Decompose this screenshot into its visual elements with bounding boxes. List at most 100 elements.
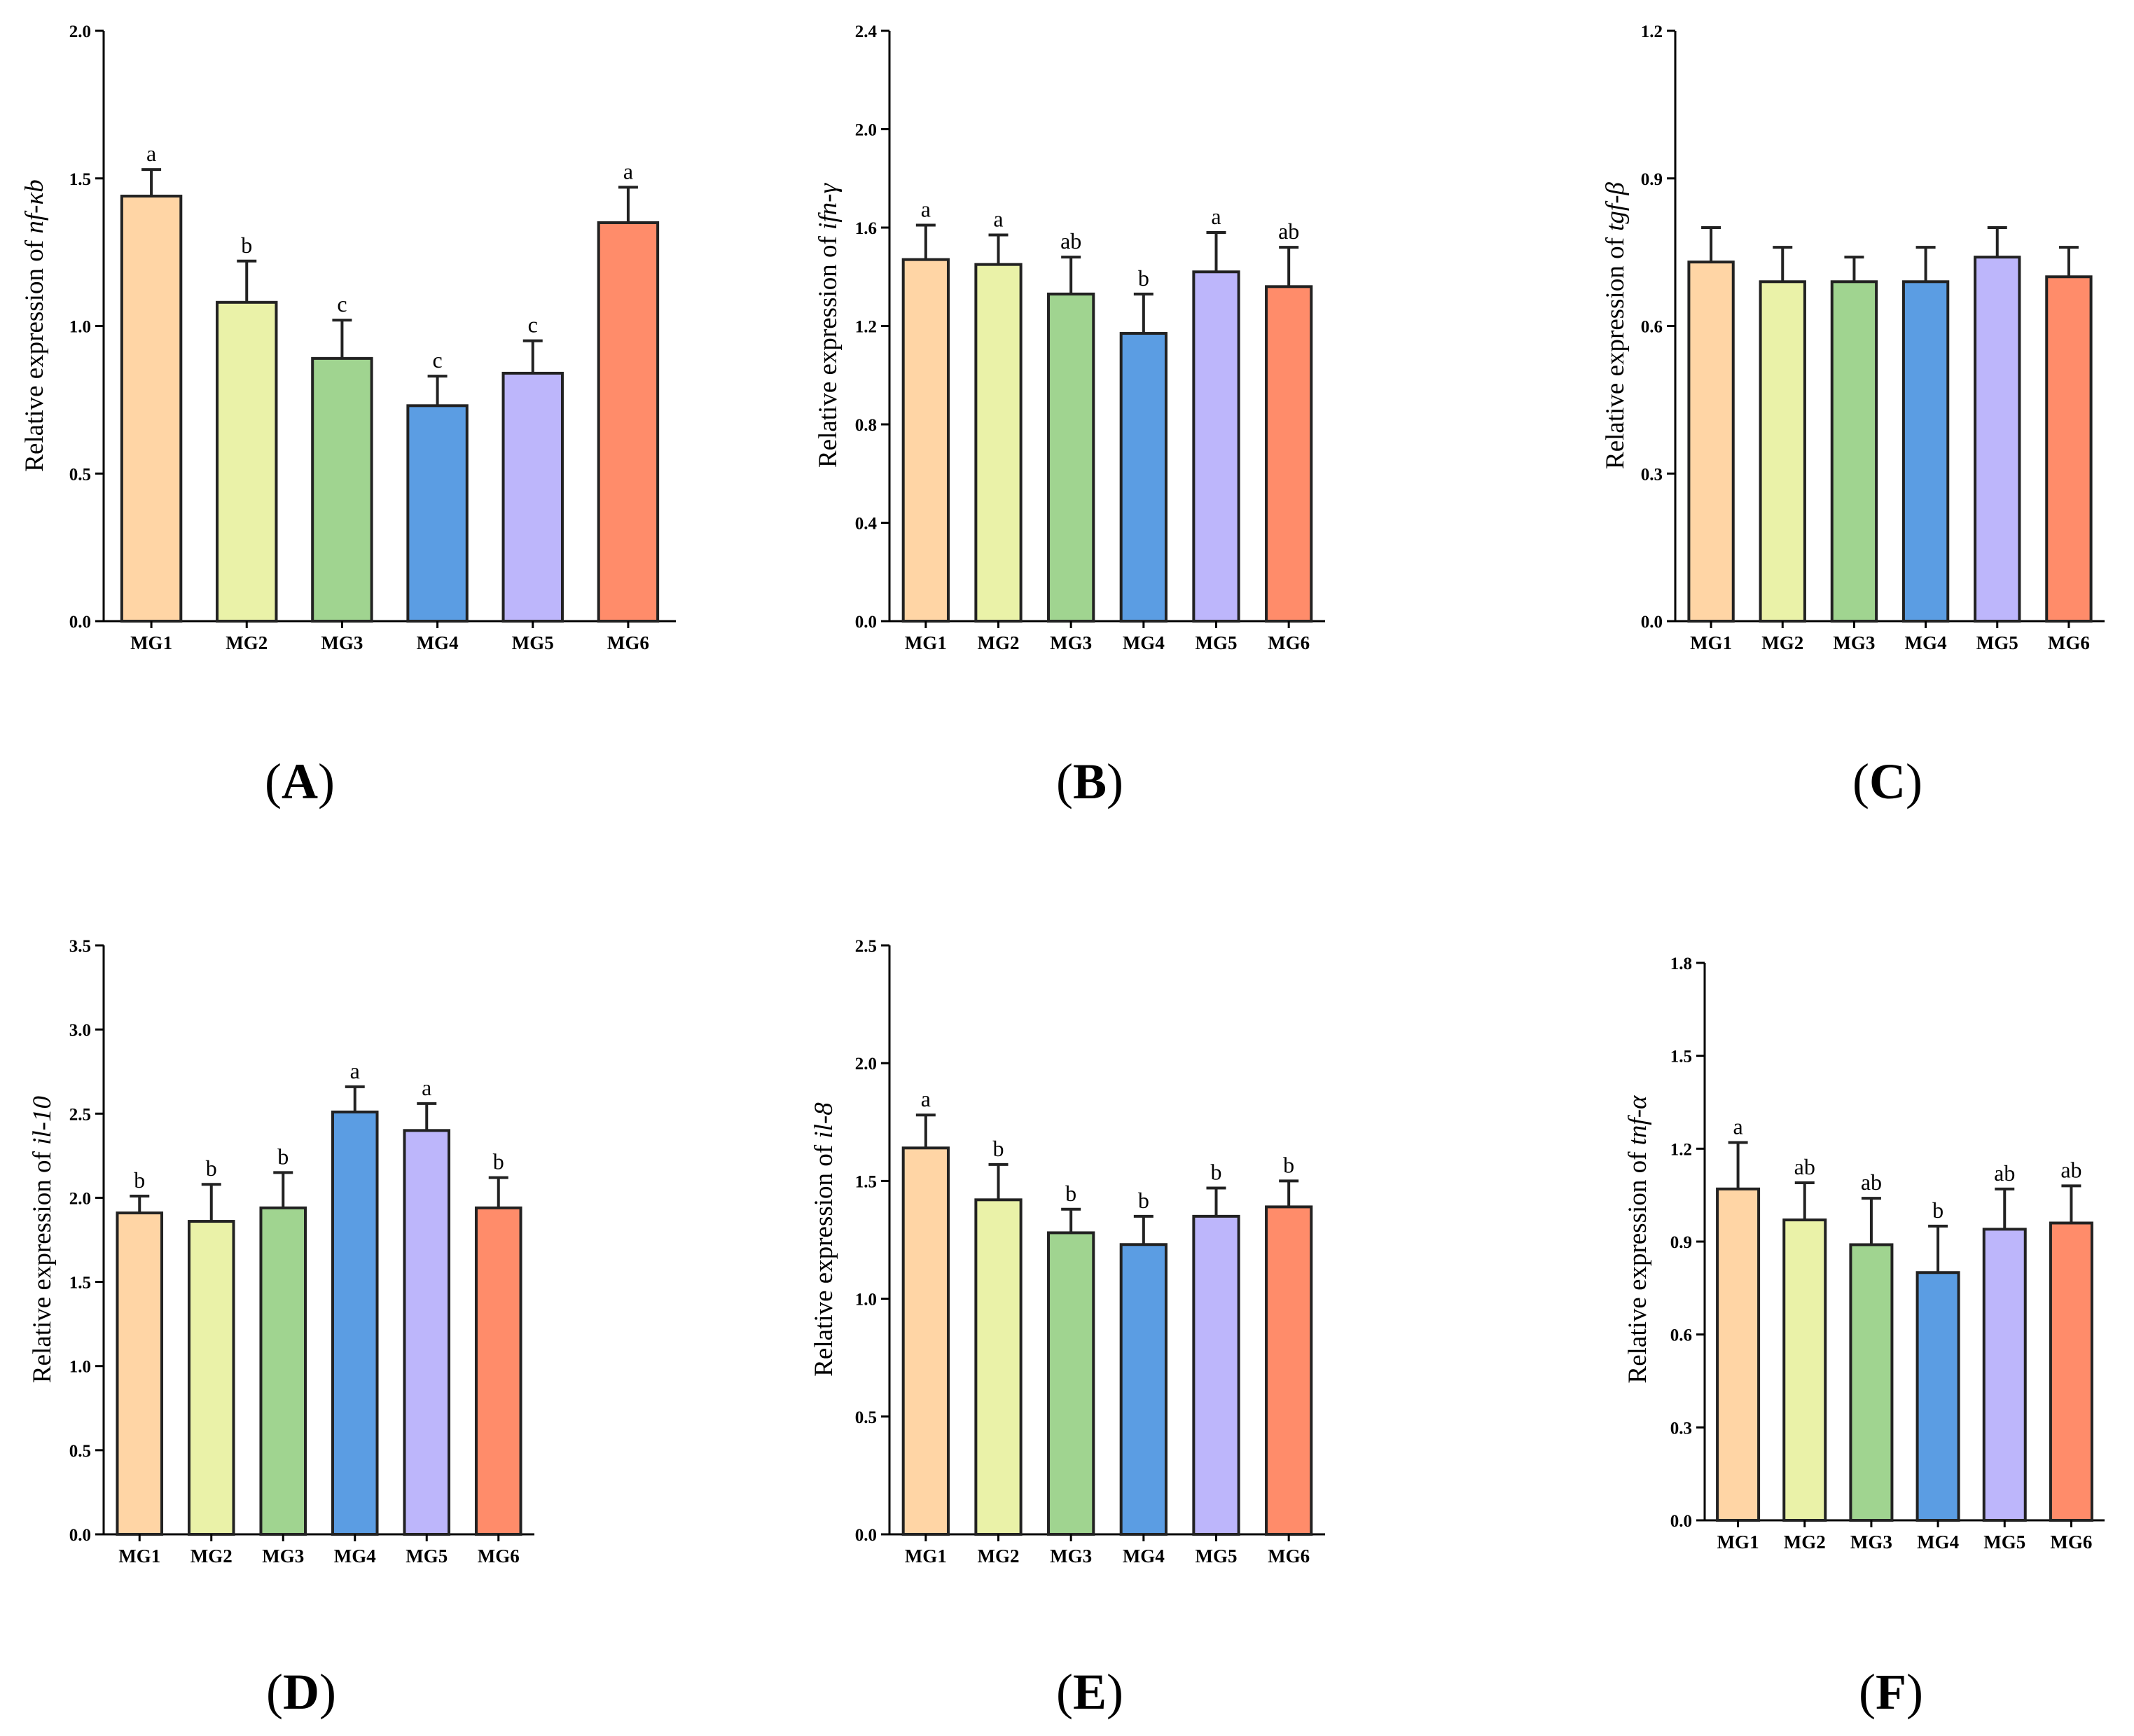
- panel-e-y-tick-label: 1.0: [855, 1291, 877, 1310]
- panel-c-y-tick-label: 0.9: [1641, 170, 1663, 189]
- panel-d-significance-letter: b: [206, 1155, 217, 1181]
- panel-b-plot: 0.0 0.4 0.8 1.2 1.6 2.0 2.4 a MG1 a MG2 ab MG3 b MG4 a M…: [855, 22, 1325, 653]
- panel-f-bar-mg1: [1716, 1187, 1761, 1522]
- panel-e-category-label: MG1: [905, 1546, 947, 1567]
- panel-d-significance-letter: a: [422, 1075, 431, 1100]
- panel-f-y-tick-label: 1.5: [1670, 1048, 1692, 1067]
- panel-d-y-tick-label: 3.0: [69, 1021, 91, 1040]
- panel-d-category-label: MG6: [478, 1546, 520, 1567]
- panel-d-bar-mg3: [259, 1206, 307, 1536]
- panel-a-plot: 0.0 0.5 1.0 1.5 2.0 a MG1 b MG2 c MG3 c MG4 c MG5 a MG6: [69, 22, 676, 653]
- panel-b-y-axis-title: Relative expression of ifn-γ: [814, 183, 843, 468]
- panel-d-y-tick-label: 2.5: [69, 1105, 91, 1124]
- panel-c-label: (C): [1852, 754, 1922, 810]
- panel-a-y-tick-label: 1.0: [69, 318, 91, 337]
- panel-e-bar-mg1: [901, 1146, 950, 1536]
- panel-e-category-label: MG4: [1123, 1546, 1165, 1567]
- panel-a-y-tick-label: 2.0: [69, 22, 91, 41]
- panel-e-y-tick-label: 0.0: [855, 1526, 877, 1545]
- panel-b-significance-letter: a: [993, 207, 1003, 232]
- panel-f-y-tick-label: 0.0: [1670, 1512, 1692, 1531]
- panel-f-bar-mg6: [2049, 1221, 2093, 1522]
- panel-f-plot: 0.0 0.3 0.6 0.9 1.2 1.5 1.8 a MG1 ab MG2 ab MG3 b MG4 a…: [1670, 954, 2105, 1553]
- panel-f: 0.0 0.3 0.6 0.9 1.2 1.5 1.8 a MG1 ab MG2 ab MG3 b MG4 a…: [1623, 954, 2105, 1720]
- panel-c-category-label: MG6: [2048, 632, 2090, 653]
- panel-d: 0.0 0.5 1.0 1.5 2.0 2.5 3.0 3.5 b MG1 b MG2 b MG3 a MG4…: [28, 937, 534, 1720]
- panel-c-y-tick-label: 1.2: [1641, 22, 1663, 41]
- panel-a-category-label: MG4: [417, 632, 459, 653]
- panel-a-bar-mg2: [216, 300, 278, 623]
- panel-f-significance-letter: ab: [1794, 1154, 1815, 1179]
- panel-f-category-label: MG2: [1784, 1532, 1826, 1553]
- panel-f-y-tick-label: 0.3: [1670, 1419, 1692, 1438]
- panel-d-category-label: MG4: [334, 1546, 376, 1567]
- panel-b-category-label: MG2: [978, 632, 1020, 653]
- panel-b-y-tick-label: 0.8: [855, 416, 877, 435]
- panel-f-y-tick-label: 0.6: [1670, 1326, 1692, 1345]
- panel-f-significance-letter: ab: [1994, 1160, 2015, 1186]
- panel-d-bar-mg5: [403, 1129, 451, 1536]
- panel-e-category-label: MG5: [1196, 1546, 1238, 1567]
- panel-a-category-label: MG2: [226, 632, 268, 653]
- panel-d-significance-letter: a: [350, 1058, 360, 1083]
- panel-c-y-tick-label: 0.0: [1641, 613, 1663, 632]
- panel-a-significance-letter: c: [528, 312, 538, 338]
- panel-a: 0.00.51.01.52.0aMG1bMG2cMG3cMG4cMG5aMG6 …: [20, 22, 676, 810]
- panel-f-significance-letter: ab: [2060, 1157, 2081, 1182]
- panel-f-bar-mg2: [1782, 1218, 1827, 1522]
- panel-f-y-axis-title: Relative expression of tnf-α: [1623, 1095, 1652, 1383]
- panel-e-y-tick-label: 0.5: [855, 1408, 877, 1427]
- panel-e-significance-letter: b: [993, 1136, 1004, 1161]
- panel-f-y-tick-label: 0.9: [1670, 1233, 1692, 1252]
- panel-b-category-label: MG1: [905, 632, 947, 653]
- panel-f-category-label: MG3: [1850, 1532, 1892, 1553]
- panel-e-category-label: MG3: [1050, 1546, 1092, 1567]
- panel-c-y-axis-title: Relative expression of tgf-β: [1601, 181, 1630, 468]
- panel-a-bar-mg1: [120, 195, 183, 623]
- panel-a-significance-letter: b: [241, 232, 252, 258]
- panel-d-category-label: MG1: [118, 1546, 160, 1567]
- panel-f-bar-mg5: [1982, 1228, 2027, 1522]
- panel-b-y-tick-label: 1.6: [855, 219, 877, 238]
- panel-d-bar-mg1: [116, 1211, 164, 1536]
- panel-a-label: (A): [265, 754, 335, 810]
- panel-d-label: (D): [266, 1664, 336, 1720]
- panel-f-category-label: MG5: [1983, 1532, 2025, 1553]
- panel-a-y-tick-label: 1.5: [69, 170, 91, 189]
- panel-c-bar-mg6: [2045, 275, 2093, 623]
- panel-e-significance-letter: b: [1211, 1159, 1222, 1184]
- panel-b-category-label: MG6: [1268, 632, 1310, 653]
- panel-b-y-tick-label: 2.4: [855, 22, 878, 41]
- panel-a-bar-mg6: [597, 221, 660, 623]
- panel-c-bar-mg3: [1830, 280, 1878, 623]
- panel-f-label: (F): [1859, 1664, 1923, 1720]
- panel-e-significance-letter: b: [1065, 1181, 1076, 1206]
- panel-b-bar-mg6: [1265, 285, 1313, 623]
- panel-b-bar-mg1: [901, 258, 950, 623]
- panel-b-bar-mg2: [974, 263, 1023, 623]
- panel-c-plot: 0.0 0.3 0.6 0.9 1.2 MG1 MG2 MG3 MG4 MG5 MG6: [1641, 22, 2105, 653]
- panel-b-significance-letter: a: [921, 196, 931, 221]
- panel-c-bar-mg2: [1759, 280, 1806, 623]
- panel-c-bar-mg1: [1687, 261, 1735, 623]
- panel-d-category-label: MG5: [406, 1546, 448, 1567]
- panel-d-y-tick-label: 2.0: [69, 1189, 91, 1208]
- panel-e-label: (E): [1056, 1664, 1123, 1720]
- panel-d-category-label: MG2: [190, 1546, 233, 1567]
- panel-e-category-label: MG6: [1268, 1546, 1310, 1567]
- panel-d-y-tick-label: 0.5: [69, 1442, 91, 1461]
- panel-c-bar-mg4: [1901, 280, 1950, 623]
- panel-a-bar-mg3: [311, 356, 373, 623]
- panel-b-y-tick-label: 1.2: [855, 318, 877, 337]
- panel-c-y-tick-label: 0.3: [1641, 465, 1663, 484]
- panel-c-y-tick-label: 0.6: [1641, 318, 1663, 337]
- panel-a-bar-mg5: [501, 371, 564, 623]
- panel-a-significance-letter: c: [432, 347, 442, 373]
- panel-f-y-tick-label: 1.8: [1670, 954, 1692, 973]
- panel-e-y-tick-label: 1.5: [855, 1172, 877, 1191]
- panel-e-category-label: MG2: [978, 1546, 1020, 1567]
- panel-a-category-label: MG1: [130, 632, 172, 653]
- panel-a-category-label: MG5: [512, 632, 554, 653]
- panel-f-y-tick-label: 1.2: [1670, 1140, 1692, 1159]
